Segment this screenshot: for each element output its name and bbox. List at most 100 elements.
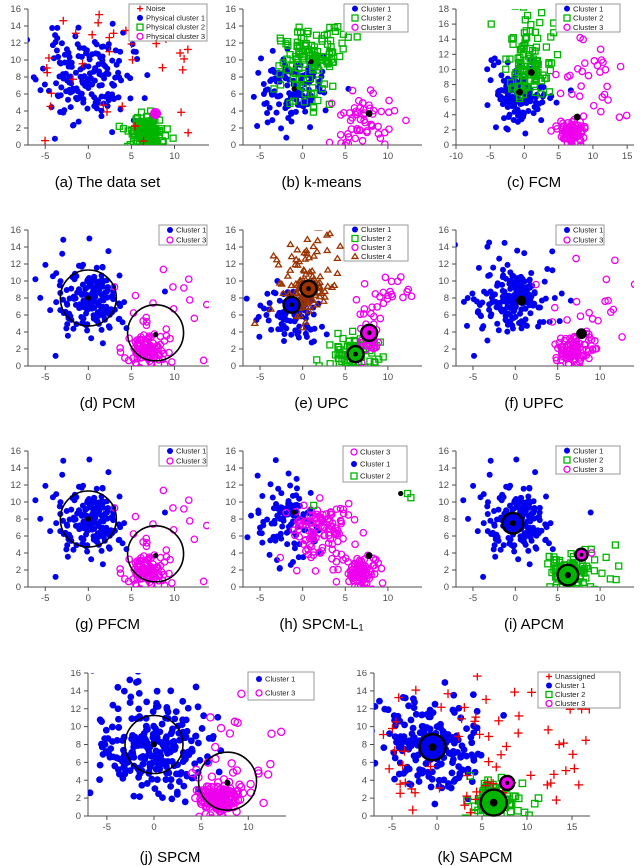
svg-text:6: 6	[231, 531, 236, 542]
svg-text:Cluster 1: Cluster 1	[176, 447, 206, 456]
svg-text:Cluster 1: Cluster 1	[555, 681, 585, 690]
svg-text:14: 14	[438, 34, 449, 45]
svg-text:8: 8	[444, 80, 449, 91]
svg-text:4: 4	[444, 548, 449, 559]
svg-text:15: 15	[567, 822, 578, 833]
svg-text:8: 8	[76, 740, 81, 751]
svg-text:10: 10	[10, 497, 21, 508]
svg-text:10: 10	[438, 64, 449, 75]
svg-text:5: 5	[479, 822, 484, 833]
svg-text:Cluster 1: Cluster 1	[361, 225, 391, 234]
svg-text:Cluster 1: Cluster 1	[360, 460, 390, 469]
svg-text:4: 4	[16, 548, 21, 559]
svg-text:4: 4	[444, 110, 449, 121]
svg-text:6: 6	[362, 757, 367, 768]
svg-text:14: 14	[438, 242, 449, 253]
svg-text:0: 0	[444, 140, 449, 151]
svg-text:12: 12	[438, 480, 449, 491]
svg-text:8: 8	[231, 72, 236, 83]
svg-text:Physical cluster 2: Physical cluster 2	[146, 23, 205, 32]
svg-text:8: 8	[16, 514, 21, 525]
svg-text:8: 8	[231, 514, 236, 525]
svg-text:4: 4	[231, 327, 236, 338]
svg-text:Cluster 3: Cluster 3	[265, 689, 295, 698]
svg-text:6: 6	[231, 310, 236, 321]
svg-text:0: 0	[513, 593, 518, 604]
svg-text:0: 0	[86, 372, 91, 383]
svg-text:16: 16	[70, 670, 81, 679]
svg-text:Cluster 3: Cluster 3	[360, 448, 390, 457]
svg-text:2: 2	[362, 793, 367, 804]
svg-text:10: 10	[243, 822, 254, 833]
svg-text:0: 0	[86, 593, 91, 604]
svg-text:8: 8	[444, 514, 449, 525]
svg-text:16: 16	[438, 446, 449, 457]
svg-text:Cluster 3: Cluster 3	[176, 457, 206, 466]
svg-text:10: 10	[356, 722, 367, 733]
svg-text:14: 14	[10, 21, 21, 32]
svg-text:2: 2	[16, 344, 21, 355]
svg-text:-5: -5	[41, 593, 49, 604]
svg-text:Noise: Noise	[146, 4, 165, 13]
svg-text:0: 0	[16, 361, 21, 372]
svg-text:-5: -5	[103, 822, 111, 833]
svg-text:-5: -5	[256, 372, 264, 383]
svg-text:0: 0	[434, 822, 439, 833]
svg-text:2: 2	[444, 344, 449, 355]
svg-text:Cluster 2: Cluster 2	[573, 456, 603, 465]
svg-text:10: 10	[595, 593, 606, 604]
svg-text:16: 16	[10, 446, 21, 457]
svg-text:Cluster 3: Cluster 3	[176, 236, 206, 245]
svg-text:Cluster 2: Cluster 2	[573, 14, 603, 23]
svg-text:4: 4	[362, 775, 367, 786]
svg-text:0: 0	[231, 140, 236, 151]
svg-text:0: 0	[300, 372, 305, 383]
svg-text:16: 16	[356, 670, 367, 679]
svg-text:0: 0	[444, 582, 449, 593]
svg-text:10: 10	[595, 372, 606, 383]
svg-text:16: 16	[225, 225, 236, 236]
svg-text:16: 16	[438, 19, 449, 30]
svg-text:10: 10	[383, 151, 394, 162]
svg-text:Cluster 3: Cluster 3	[573, 236, 603, 245]
svg-text:-5: -5	[256, 151, 264, 162]
svg-text:8: 8	[16, 293, 21, 304]
svg-text:Cluster 2: Cluster 2	[361, 14, 391, 23]
svg-text:4: 4	[231, 548, 236, 559]
svg-text:Cluster 1: Cluster 1	[361, 4, 391, 13]
svg-text:2: 2	[231, 565, 236, 576]
svg-text:10: 10	[169, 372, 180, 383]
svg-text:10: 10	[225, 497, 236, 508]
svg-text:-5: -5	[469, 372, 477, 383]
svg-text:8: 8	[231, 293, 236, 304]
svg-text:-5: -5	[469, 593, 477, 604]
svg-text:0: 0	[522, 151, 527, 162]
svg-text:6: 6	[231, 89, 236, 100]
svg-text:10: 10	[383, 372, 394, 383]
svg-text:2: 2	[231, 123, 236, 134]
svg-text:-5: -5	[486, 151, 494, 162]
svg-text:14: 14	[70, 686, 81, 697]
svg-text:16: 16	[438, 225, 449, 236]
svg-text:4: 4	[16, 106, 21, 117]
svg-text:10: 10	[438, 276, 449, 287]
svg-text:10: 10	[169, 593, 180, 604]
svg-text:16: 16	[225, 4, 236, 15]
svg-text:-5: -5	[41, 372, 49, 383]
svg-text:14: 14	[225, 21, 236, 32]
svg-text:0: 0	[151, 822, 156, 833]
svg-text:-5: -5	[256, 593, 264, 604]
svg-text:14: 14	[225, 242, 236, 253]
svg-text:14: 14	[10, 242, 21, 253]
svg-text:Cluster 1: Cluster 1	[573, 4, 603, 13]
svg-text:0: 0	[16, 582, 21, 593]
svg-text:Cluster 3: Cluster 3	[573, 465, 603, 474]
svg-text:10: 10	[225, 276, 236, 287]
svg-text:18: 18	[438, 4, 449, 15]
svg-text:4: 4	[76, 775, 81, 786]
svg-text:4: 4	[16, 327, 21, 338]
svg-text:4: 4	[444, 327, 449, 338]
svg-text:8: 8	[444, 293, 449, 304]
svg-text:2: 2	[76, 793, 81, 804]
svg-text:Unassigned: Unassigned	[555, 672, 595, 681]
